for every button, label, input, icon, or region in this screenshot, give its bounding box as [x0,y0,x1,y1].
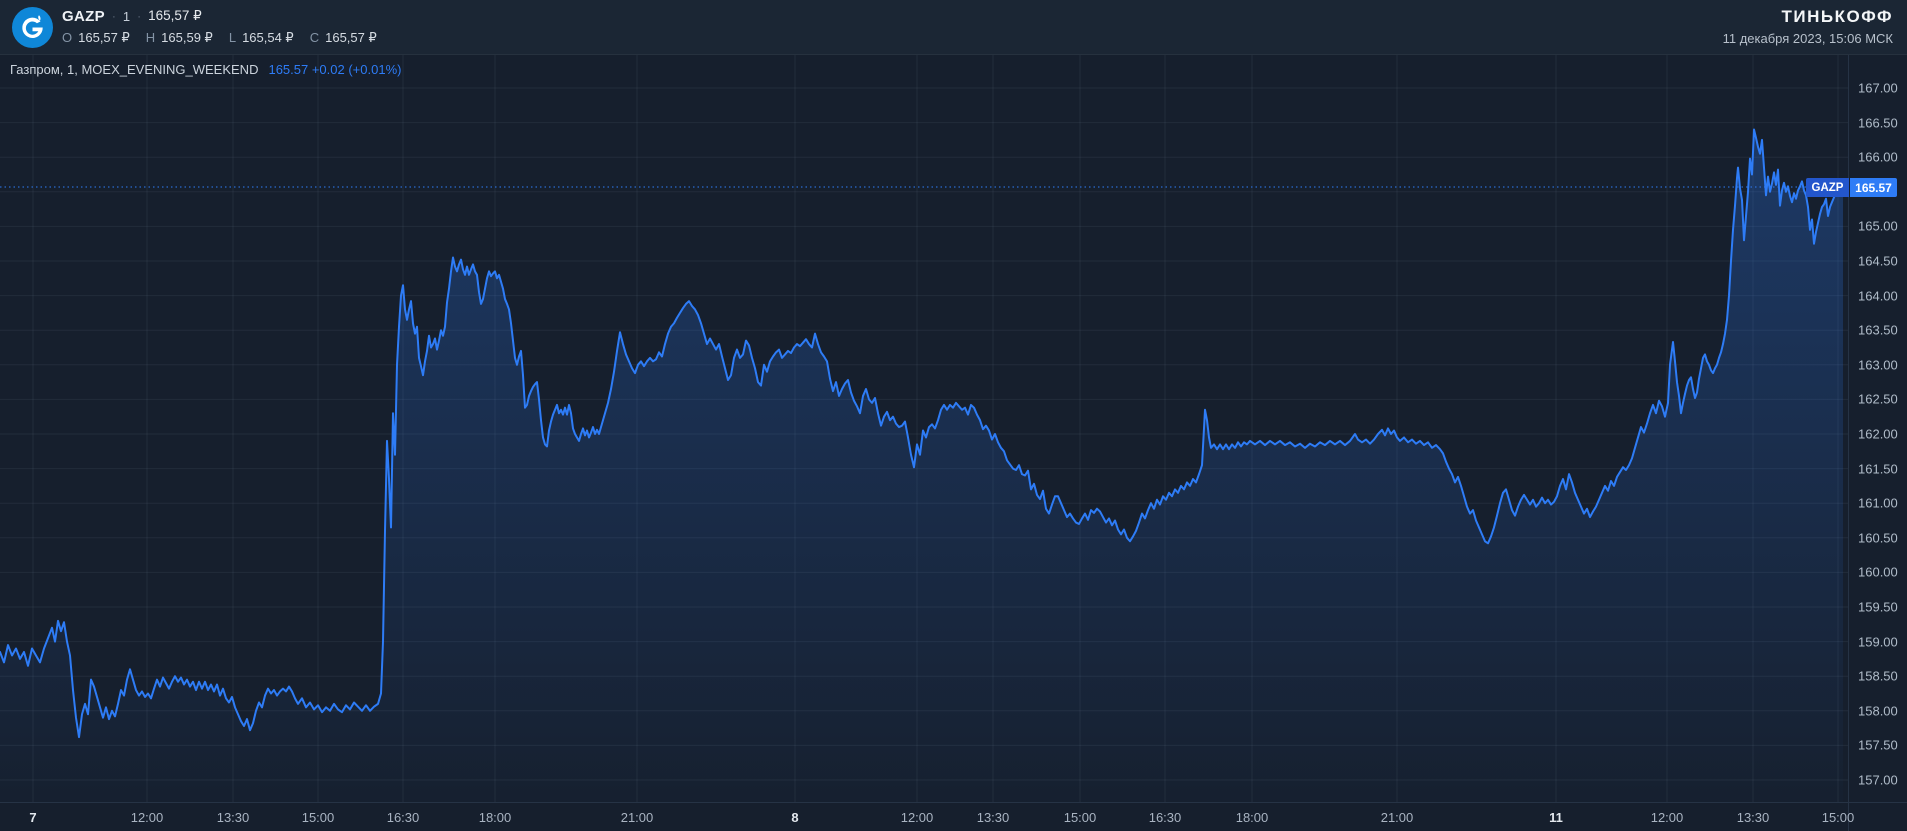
ohlc-high: H 165,59 ₽ [146,30,213,46]
header-bar: GAZP · 1 · 165,57 ₽ О 165,57 ₽ H 165,59 … [0,0,1907,55]
time-tick-label: 13:30 [216,810,250,825]
price-tick-label: 160.00 [1858,564,1898,580]
time-tick-label: 13:30 [976,810,1010,825]
ohlc-high-label: H [145,30,156,45]
time-axis[interactable]: 7 12:00 13:30 15:00 16:30 18:00 21:00 8 12:00 13:… [0,803,1854,831]
price-tick-label: 157.00 [1858,772,1898,788]
price-tick-label: 162.50 [1858,391,1898,407]
time-tick-label: 18:00 [478,810,512,825]
price-tick-label: 161.00 [1858,495,1898,511]
gazprom-logo-icon [12,7,53,48]
price-tick-label: 163.00 [1858,357,1898,373]
ohlc-low-value: 165,54 ₽ [242,30,294,45]
ohlc-open-value: 165,57 ₽ [78,30,130,45]
price-tick-label: 159.00 [1858,634,1898,650]
legend-price-change: 165.57 +0.02 (+0.01%) [268,62,402,77]
time-tick-day-label: 11 [1549,810,1563,825]
symbol-ticker[interactable]: GAZP [62,7,105,25]
price-tick-label: 158.00 [1858,703,1898,719]
price-tick-label: 164.50 [1858,253,1898,269]
tinkoff-brand-logo: ТИНЬКОФФ [1781,7,1893,26]
ohlc-close-value: 165,57 ₽ [325,30,377,45]
symbol-last-price: 165,57 ₽ [148,8,202,23]
symbol-info: GAZP · 1 · 165,57 ₽ О 165,57 ₽ H 165,59 … [62,6,377,47]
time-tick-label: 16:30 [386,810,420,825]
time-axis-border [0,802,1907,803]
chart-legend[interactable]: Газпром, 1, MOEX_EVENING_WEEKEND 165.57 … [10,62,401,77]
price-axis[interactable]: 167.00 166.50 166.00 165.00 164.50 164.00 163.… [1849,55,1907,802]
brand-block: ТИНЬКОФФ 11 декабря 2023, 15:06 МСК [1723,7,1893,46]
last-price-badge-value: 165.57 [1850,178,1897,197]
price-tick-label: 166.00 [1858,149,1898,165]
ohlc-open: О 165,57 ₽ [62,30,130,46]
last-price-badge-symbol: GAZP [1806,178,1849,197]
price-tick-label: 166.50 [1858,115,1898,131]
legend-series-title: Газпром, 1, MOEX_EVENING_WEEKEND [10,62,259,77]
ohlc-close-label: C [309,30,320,45]
separator-dot: · [111,9,116,23]
ohlc-low: L 165,54 ₽ [229,30,294,46]
time-tick-label: 12:00 [1650,810,1684,825]
price-tick-label: 162.00 [1858,426,1898,442]
time-tick-label: 18:00 [1235,810,1269,825]
price-tick-label: 160.50 [1858,530,1898,546]
price-axis-border [1848,55,1849,831]
ohlc-close: C 165,57 ₽ [310,30,377,46]
ohlc-open-label: О [62,30,73,45]
price-tick-label: 167.00 [1858,80,1898,96]
price-tick-label: 161.50 [1858,461,1898,477]
time-tick-label: 21:00 [620,810,654,825]
time-tick-label: 15:00 [1063,810,1097,825]
ohlc-row: О 165,57 ₽ H 165,59 ₽ L 165,54 ₽ C 165,5… [62,29,377,47]
price-tick-label: 158.50 [1858,668,1898,684]
symbol-interval[interactable]: 1 [122,8,131,24]
time-tick-day-label: 7 [29,810,37,825]
time-tick-label: 13:30 [1736,810,1770,825]
chart-datetime: 11 декабря 2023, 15:06 МСК [1722,31,1893,46]
price-tick-label: 159.50 [1858,599,1898,615]
time-tick-label: 15:00 [301,810,335,825]
time-tick-label: 15:00 [1821,810,1855,825]
time-tick-label: 12:00 [130,810,164,825]
price-tick-label: 164.00 [1858,288,1898,304]
time-tick-label: 16:30 [1148,810,1182,825]
time-tick-day-label: 8 [791,810,799,825]
ohlc-low-label: L [228,30,237,45]
price-tick-label: 163.50 [1858,322,1898,338]
time-tick-label: 21:00 [1380,810,1414,825]
time-tick-label: 12:00 [900,810,934,825]
price-tick-label: 157.50 [1858,737,1898,753]
price-tick-label: 165.00 [1858,218,1898,234]
separator-dot: · [137,9,142,23]
ohlc-high-value: 165,59 ₽ [161,30,213,45]
